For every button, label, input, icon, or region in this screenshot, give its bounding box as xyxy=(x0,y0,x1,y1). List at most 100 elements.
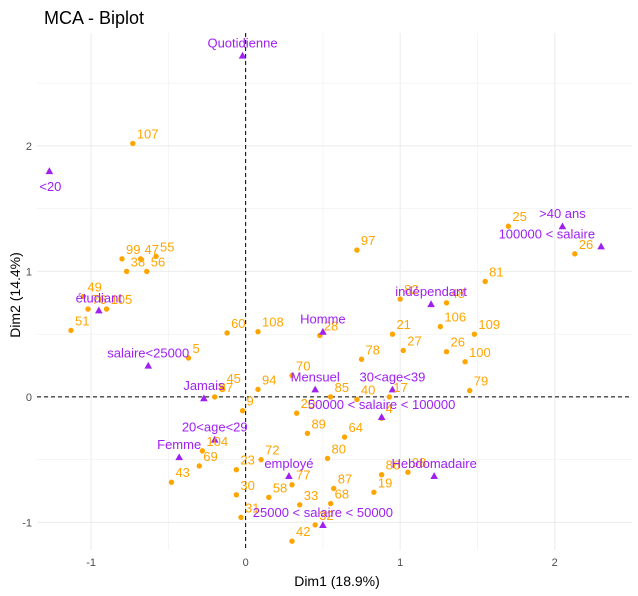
individual-point xyxy=(386,394,393,400)
variable-point xyxy=(311,385,319,393)
individual-label: 19 xyxy=(378,475,392,490)
variable-point xyxy=(377,413,386,421)
individual-label: 20 xyxy=(301,396,315,411)
individual-label: 51 xyxy=(75,313,89,328)
variable-point xyxy=(388,385,397,393)
individual-label: 108 xyxy=(262,315,284,330)
variable-label: employé xyxy=(264,456,313,471)
individual-label: 78 xyxy=(366,342,380,357)
variable-point xyxy=(427,300,435,308)
individual-label: 4 xyxy=(386,401,393,416)
individual-point xyxy=(293,410,300,416)
individual-point xyxy=(467,387,473,394)
individual-label: 47 xyxy=(145,242,159,257)
variable-point xyxy=(558,222,567,230)
individual-point xyxy=(397,296,403,302)
variable-label: Hebdomadaire xyxy=(392,456,477,471)
individual-point xyxy=(130,140,136,147)
individual-label: 23 xyxy=(240,453,254,468)
individual-point xyxy=(324,455,331,462)
individual-label: 85 xyxy=(335,380,349,395)
individual-point xyxy=(212,394,218,400)
variable-point xyxy=(95,306,103,314)
individual-point xyxy=(255,328,261,335)
individual-label: 37 xyxy=(219,380,233,395)
axis-ticks: -1 0 1 2 -1 0 1 2 xyxy=(22,141,558,569)
y-tick-label: -1 xyxy=(22,517,32,529)
individual-point xyxy=(80,293,87,300)
x-tick-label: -1 xyxy=(86,557,96,569)
individual-label: 69 xyxy=(203,449,217,464)
individual-label: 86 xyxy=(386,458,400,473)
individual-label: 33 xyxy=(304,488,318,503)
individual-point xyxy=(354,247,360,253)
points xyxy=(45,51,605,544)
individual-point xyxy=(258,456,264,463)
individual-point xyxy=(289,538,295,544)
individual-label: 38 xyxy=(131,254,145,269)
individual-point xyxy=(168,479,175,485)
variable-point xyxy=(319,521,327,528)
individual-point xyxy=(437,323,444,330)
individual-point xyxy=(327,394,334,400)
variable-label: Homme xyxy=(300,312,346,327)
individual-point xyxy=(103,306,110,312)
individual-point xyxy=(304,430,311,436)
individual-label: 105 xyxy=(111,292,133,307)
individual-label: 106 xyxy=(444,310,466,325)
y-tick-label: 0 xyxy=(26,392,32,404)
individual-point xyxy=(327,500,334,507)
individual-point xyxy=(471,331,478,337)
individual-label: 87 xyxy=(338,472,352,487)
variable-label: salaire<25000 xyxy=(107,346,189,361)
variable-point xyxy=(238,51,247,59)
individual-point xyxy=(378,472,385,478)
individual-label: 43 xyxy=(175,465,189,480)
variable-point xyxy=(144,361,153,369)
individual-point xyxy=(482,278,488,285)
individual-point xyxy=(358,356,365,362)
individual-point xyxy=(400,347,406,354)
individual-point xyxy=(119,256,125,262)
individual-point xyxy=(123,268,130,275)
individual-point xyxy=(238,514,244,521)
individual-point xyxy=(505,223,512,229)
individual-label: 28 xyxy=(324,318,338,333)
individual-label: 48 xyxy=(451,286,465,301)
individual-point xyxy=(144,268,150,275)
individual-label: 97 xyxy=(361,233,375,248)
x-tick-label: 0 xyxy=(243,557,249,569)
individual-label: 17 xyxy=(393,380,407,395)
variable-label: étudiant xyxy=(76,290,123,305)
individual-point xyxy=(289,372,295,379)
individual-label: 25 xyxy=(512,209,526,224)
individual-point xyxy=(239,408,246,414)
individual-label: 98 xyxy=(412,455,426,470)
variable-point xyxy=(175,453,183,461)
individual-label: 80 xyxy=(332,441,346,456)
variable-point xyxy=(430,472,438,480)
individual-label: 58 xyxy=(273,480,287,495)
individual-label: 94 xyxy=(262,372,276,387)
x-tick-label: 2 xyxy=(552,557,558,569)
x-tick-label: 1 xyxy=(397,557,403,569)
individual-point xyxy=(219,385,226,391)
individual-label: 64 xyxy=(349,420,363,435)
individual-point xyxy=(331,485,337,492)
individual-label: 70 xyxy=(296,359,310,374)
individual-label: 31 xyxy=(245,500,259,515)
individual-label: 107 xyxy=(137,126,159,141)
variable-point xyxy=(285,472,293,480)
y-tick-label: 1 xyxy=(26,266,32,278)
variable-point xyxy=(319,327,327,335)
individual-point xyxy=(233,492,240,498)
variable-label: <20 xyxy=(39,179,61,194)
individual-label: 82 xyxy=(404,282,418,297)
individual-label: 77 xyxy=(296,468,310,483)
individual-label: 21 xyxy=(396,317,410,332)
individual-label: 72 xyxy=(265,443,279,458)
individual-point xyxy=(224,330,230,336)
